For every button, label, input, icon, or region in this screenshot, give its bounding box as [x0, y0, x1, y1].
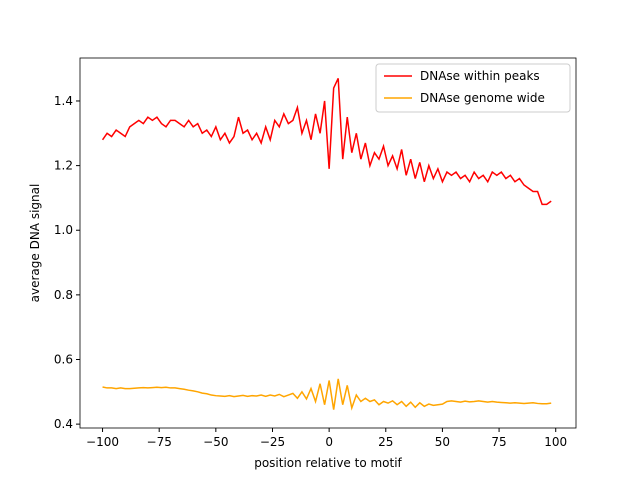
y-tick-label: 0.4 [54, 417, 73, 431]
y-tick-label: 0.8 [54, 288, 73, 302]
y-axis-label: average DNA signal [28, 184, 42, 303]
y-tick-label: 0.6 [54, 352, 73, 366]
y-tick-label: 1.0 [54, 223, 73, 237]
legend-box [375, 63, 571, 113]
legend-label: DNAse genome wide [420, 91, 545, 105]
x-tick-label: −25 [260, 435, 285, 449]
y-tick-label: 1.2 [54, 159, 73, 173]
y-tick-label: 1.4 [54, 94, 73, 108]
x-tick-label: 75 [491, 435, 506, 449]
line-series [102, 378, 552, 411]
x-tick-label: −75 [147, 435, 172, 449]
x-tick-label: 50 [435, 435, 450, 449]
x-tick-label: 100 [544, 435, 567, 449]
plot-frame [79, 57, 577, 429]
x-axis-label: position relative to motif [254, 456, 402, 470]
x-tick-label: 0 [325, 435, 333, 449]
x-tick-label: −50 [203, 435, 228, 449]
x-tick-label: 25 [378, 435, 393, 449]
legend-label: DNAse within peaks [420, 69, 540, 83]
x-tick-label: −100 [86, 435, 119, 449]
line-series [101, 78, 552, 206]
